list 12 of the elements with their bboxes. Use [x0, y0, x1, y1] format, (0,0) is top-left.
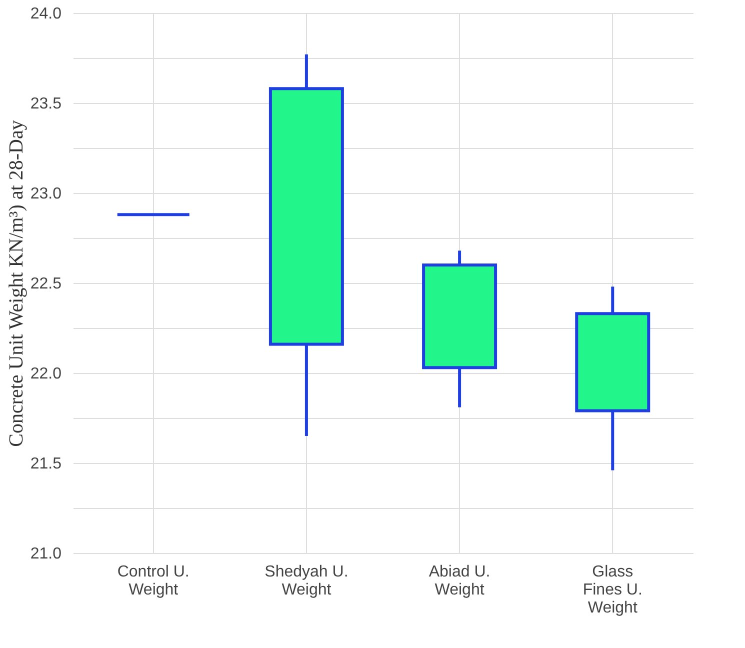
y-tick-label: 23.5	[30, 96, 62, 112]
y-tick-label: 22.0	[30, 366, 62, 382]
y-tick-label: 23.0	[30, 186, 62, 202]
x-tick-label: Abiad U. Weight	[428, 564, 490, 598]
y-tick-label: 21.5	[30, 456, 62, 472]
y-tick-label: 22.5	[30, 276, 62, 292]
x-tick-label: Control U. Weight	[117, 564, 190, 598]
x-tick-label: Glass Fines U. Weight	[582, 564, 642, 616]
y-tick-label: 24.0	[30, 6, 62, 22]
y-axis-title: Concrete Unit Weight KN/m³) at 28-Day	[5, 120, 28, 447]
x-tick-label: Shedyah U. Weight	[264, 564, 348, 598]
y-tick-label: 21.0	[30, 546, 62, 562]
